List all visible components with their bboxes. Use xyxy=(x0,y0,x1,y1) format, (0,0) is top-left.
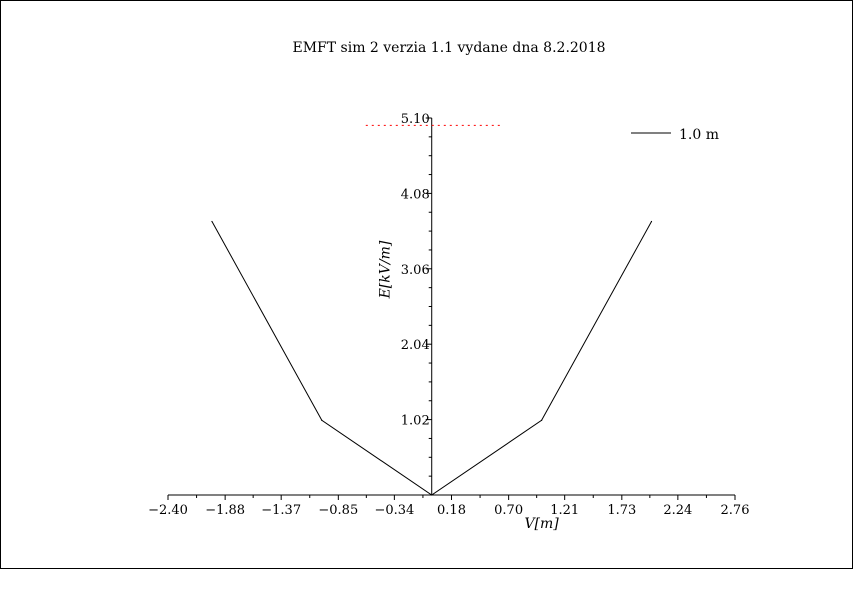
x-tick-label: −0.34 xyxy=(374,503,414,518)
chart: EMFT sim 2 verzia 1.1 vydane dna 8.2.201… xyxy=(148,40,749,532)
y-axis-ticks: 1.02 2.04 3.06 4.08 5.10 xyxy=(401,112,432,477)
x-tick-label: 0.18 xyxy=(437,503,466,518)
chart-title: EMFT sim 2 verzia 1.1 vydane dna 8.2.201… xyxy=(292,40,605,56)
y-tick-label: 5.10 xyxy=(401,112,430,127)
x-tick-label: 1.73 xyxy=(607,503,636,518)
x-tick-label: 1.21 xyxy=(550,503,579,518)
plot-window-frame: EMFT sim 2 verzia 1.1 vydane dna 8.2.201… xyxy=(0,0,853,569)
y-axis-label: E[kV/m] xyxy=(378,240,394,299)
x-tick-label: −0.85 xyxy=(318,503,358,518)
legend: 1.0 m xyxy=(631,127,719,143)
data-point xyxy=(211,220,213,223)
y-tick-label: 4.08 xyxy=(401,187,430,202)
y-tick-label: 3.06 xyxy=(401,263,430,278)
x-tick-label: −1.37 xyxy=(261,503,301,518)
x-axis-label: V[m] xyxy=(524,516,559,532)
legend-label: 1.0 m xyxy=(679,127,719,143)
data-point xyxy=(650,220,653,223)
x-tick-label: 2.76 xyxy=(721,503,750,518)
data-point xyxy=(541,419,543,421)
x-tick-label: −1.88 xyxy=(205,503,245,518)
data-point xyxy=(431,494,433,496)
y-tick-label: 2.04 xyxy=(401,338,430,353)
series-group xyxy=(211,220,653,496)
x-tick-label: −2.40 xyxy=(148,503,188,518)
y-tick-label: 1.02 xyxy=(401,414,430,429)
axes xyxy=(168,118,735,496)
x-axis-ticks: −2.40 −1.88 −1.37 −0.85 −0.34 0.18 0.70 1.21 1.7… xyxy=(148,495,749,518)
x-tick-label: 0.70 xyxy=(494,503,523,518)
x-tick-label: 2.24 xyxy=(663,503,692,518)
data-point xyxy=(321,419,323,421)
